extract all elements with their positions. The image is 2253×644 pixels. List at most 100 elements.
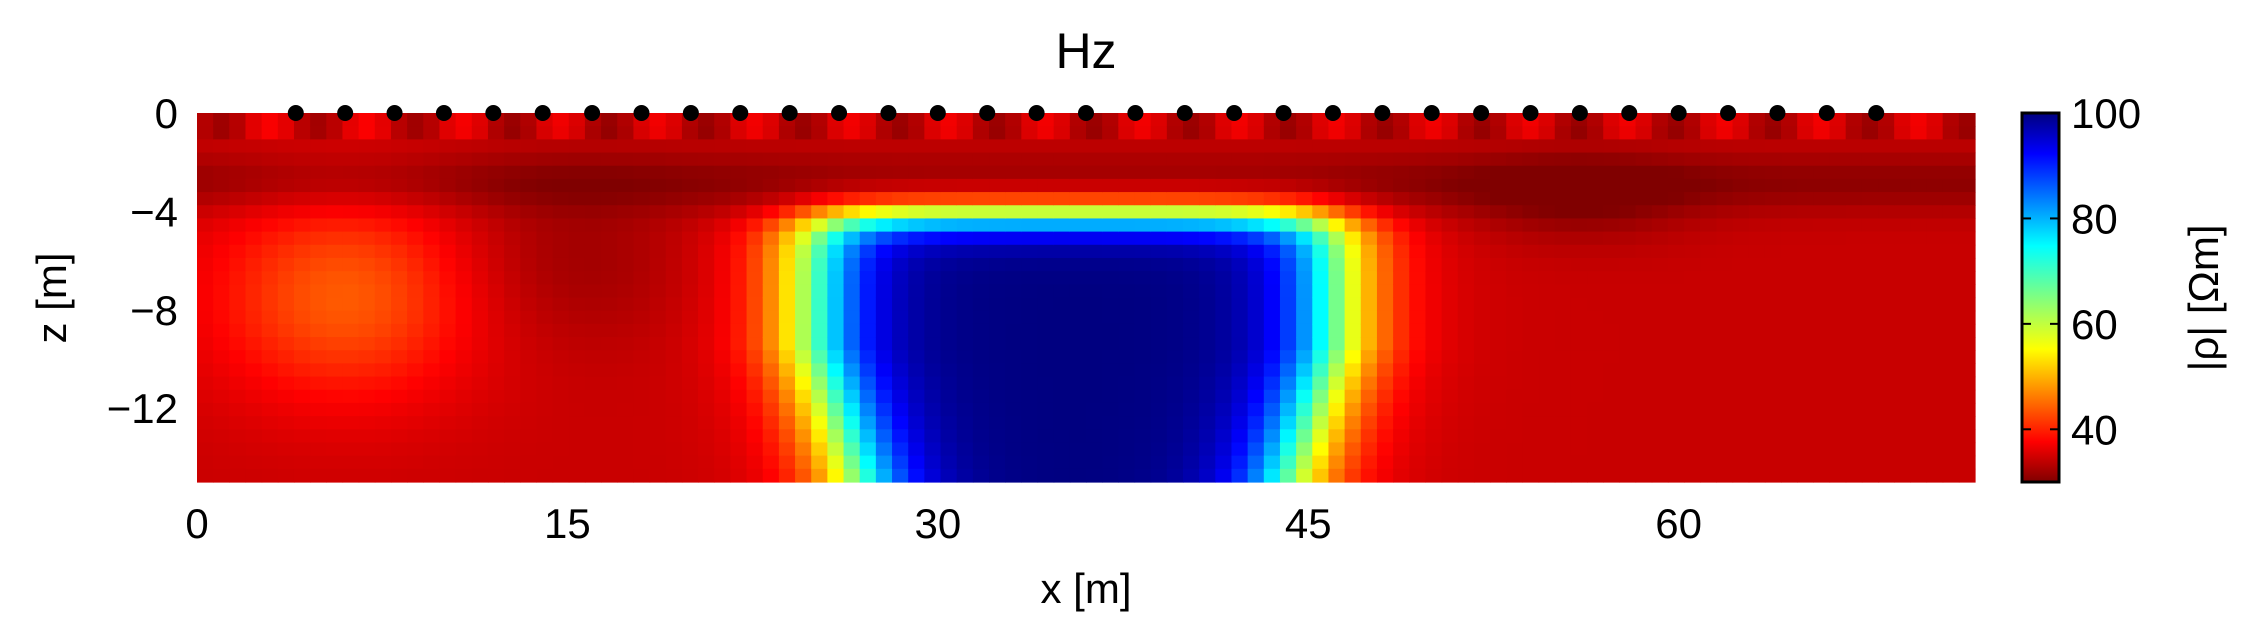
heatmap-cell <box>471 165 489 180</box>
heatmap-cell <box>633 297 651 312</box>
heatmap-cell <box>1279 363 1297 378</box>
heatmap-cell <box>1231 455 1249 470</box>
heatmap-cell <box>827 192 845 206</box>
heatmap-cell <box>1958 205 1976 220</box>
heatmap-cell <box>1393 455 1410 470</box>
heatmap-cell <box>1813 297 1831 312</box>
heatmap-cell <box>342 402 360 417</box>
heatmap-cell <box>892 271 909 285</box>
heatmap-cell <box>1942 310 1960 325</box>
heatmap-cell <box>1102 271 1119 285</box>
heatmap-cell <box>1813 244 1831 259</box>
heatmap-cell <box>972 468 990 483</box>
heatmap-cell <box>1021 402 1039 417</box>
heatmap-cell <box>1926 152 1944 167</box>
heatmap-cell <box>1587 416 1604 430</box>
heatmap-cell <box>1538 126 1556 140</box>
heatmap-cell <box>1813 337 1831 351</box>
heatmap-cell <box>617 244 635 259</box>
heatmap-cell <box>1279 310 1297 325</box>
heatmap-cell <box>1910 139 1928 154</box>
heatmap-cell <box>892 126 909 140</box>
heatmap-cell <box>1667 271 1685 285</box>
heatmap-cell <box>1878 337 1895 351</box>
heatmap-cell <box>908 389 925 404</box>
heatmap-cell <box>1538 271 1556 285</box>
heatmap-cell <box>423 178 441 193</box>
heatmap-cell <box>374 231 392 246</box>
heatmap-cell <box>326 297 344 312</box>
heatmap-cell <box>520 152 538 167</box>
heatmap-cell <box>1554 416 1572 430</box>
heatmap-cell <box>520 468 538 483</box>
heatmap-cell <box>1732 257 1750 272</box>
heatmap-cell <box>1425 468 1443 483</box>
heatmap-cell <box>746 389 764 404</box>
heatmap-cell <box>1441 337 1459 351</box>
heatmap-cell <box>1894 350 1911 364</box>
heatmap-cell <box>326 442 344 457</box>
heatmap-cell <box>1635 416 1653 430</box>
heatmap-cell <box>1797 350 1814 364</box>
heatmap-cell <box>1506 363 1524 378</box>
heatmap-cell <box>1522 218 1540 233</box>
heatmap-cell <box>1748 416 1766 430</box>
heatmap-cell <box>1102 363 1119 378</box>
heatmap-cell <box>633 205 651 220</box>
heatmap-cell <box>1199 376 1216 391</box>
heatmap-cell <box>1328 284 1346 299</box>
heatmap-cell <box>1797 126 1814 140</box>
heatmap-cell <box>1376 284 1394 299</box>
heatmap-cell <box>1247 218 1265 233</box>
heatmap-cell <box>1845 468 1863 483</box>
heatmap-cell <box>1005 402 1022 417</box>
heatmap-cell <box>1328 257 1346 272</box>
heatmap-cell <box>1781 244 1798 259</box>
heatmap-cell <box>924 402 942 417</box>
heatmap-cell <box>730 429 748 444</box>
heatmap-cell <box>1781 152 1798 167</box>
heatmap-cell <box>972 205 990 220</box>
heatmap-cell <box>1053 297 1071 312</box>
heatmap-cell <box>1102 350 1119 364</box>
heatmap-cell <box>875 297 893 312</box>
heatmap-cell <box>520 376 538 391</box>
heatmap-cell <box>795 442 812 457</box>
heatmap-cell <box>924 468 942 483</box>
heatmap-cell <box>197 376 214 391</box>
heatmap-cell <box>1748 192 1766 206</box>
heatmap-cell <box>1619 284 1637 299</box>
heatmap-cell <box>245 126 263 140</box>
heatmap-cell <box>989 297 1006 312</box>
heatmap-cell <box>1490 165 1507 180</box>
heatmap-cell <box>859 442 877 457</box>
heatmap-cell <box>601 337 618 351</box>
heatmap-cell <box>811 257 828 272</box>
heatmap-cell <box>859 323 877 338</box>
heatmap-cell <box>698 178 715 193</box>
heatmap-cell <box>423 113 441 127</box>
heatmap-cell <box>1732 139 1750 154</box>
heatmap-cell <box>1829 165 1847 180</box>
heatmap-cell <box>1263 257 1281 272</box>
heatmap-cell <box>568 350 586 364</box>
heatmap-cell <box>1619 271 1637 285</box>
heatmap-cell <box>487 363 505 378</box>
heatmap-cell <box>665 284 683 299</box>
heatmap-cell <box>277 442 295 457</box>
heatmap-cell <box>601 442 618 457</box>
heatmap-cell <box>1748 297 1766 312</box>
heatmap-cell <box>1247 244 1265 259</box>
heatmap-cell <box>245 363 263 378</box>
heatmap-cell <box>390 152 408 167</box>
heatmap-cell <box>1797 231 1814 246</box>
heatmap-cell <box>972 389 990 404</box>
heatmap-cell <box>1150 402 1168 417</box>
heatmap-cell <box>229 429 247 444</box>
heatmap-cell <box>423 271 441 285</box>
heatmap-cell <box>1199 389 1216 404</box>
heatmap-cell <box>1134 139 1152 154</box>
heatmap-cell <box>1764 192 1782 206</box>
heatmap-cell <box>358 429 376 444</box>
heatmap-cell <box>617 337 635 351</box>
